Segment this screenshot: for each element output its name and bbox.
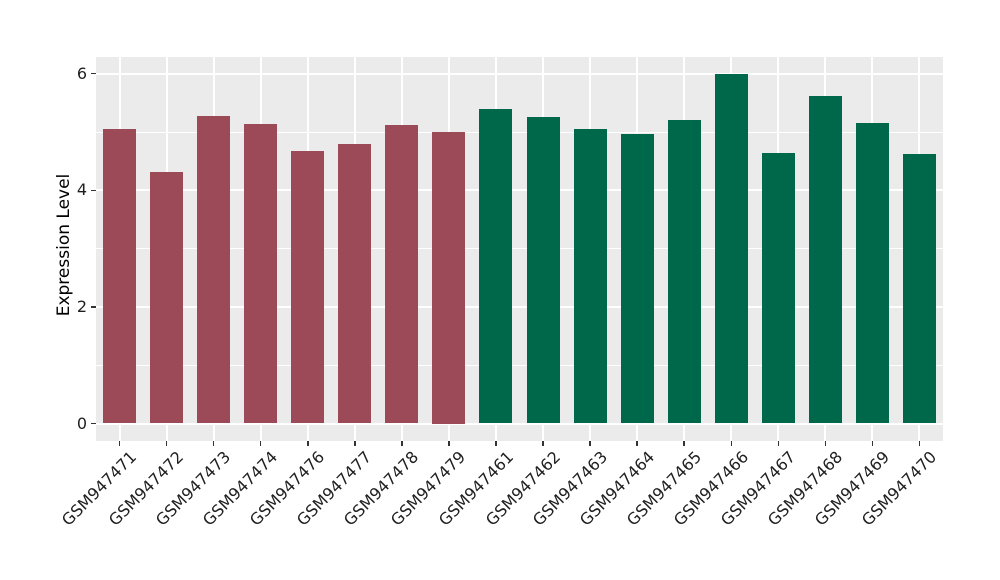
bar-GSM947465	[667, 120, 701, 424]
bar-GSM947471	[103, 129, 137, 424]
y-tick-label-0: 0	[76, 413, 87, 433]
x-tick-mark-GSM947473	[212, 441, 215, 446]
bar-GSM947461	[479, 109, 513, 424]
bar-GSM947473	[197, 116, 231, 424]
bar-GSM947477	[338, 144, 372, 424]
plot-panel	[96, 57, 943, 441]
gridline-minor-y5	[96, 131, 943, 133]
gridline-major-y0	[96, 422, 943, 425]
gridline-major-y2	[96, 305, 943, 308]
y-tick-label-2: 2	[76, 296, 87, 316]
gridline-minor-y1	[96, 364, 943, 366]
x-tick-mark-GSM947466	[730, 441, 732, 446]
x-tick-mark-GSM947476	[307, 441, 309, 446]
bar-GSM947467	[761, 152, 795, 424]
x-tick-mark-GSM947478	[401, 441, 403, 446]
y-axis-title: Expression Level	[54, 173, 74, 317]
y-tick-label-4: 4	[76, 180, 87, 200]
x-tick-mark-GSM947469	[871, 441, 874, 446]
y-tick-mark-6	[91, 72, 96, 75]
bar-GSM947479	[432, 132, 466, 424]
y-tick-label-6: 6	[76, 63, 87, 83]
bar-GSM947468	[808, 95, 842, 424]
bar-GSM947463	[573, 128, 607, 424]
x-tick-mark-GSM947465	[683, 441, 685, 446]
x-tick-mark-GSM947479	[448, 441, 450, 446]
bar-GSM947462	[526, 116, 560, 424]
gridline-major-y4	[96, 189, 943, 192]
bar-GSM947476	[291, 150, 325, 424]
gridline-major-y6	[96, 72, 943, 75]
bar-GSM947474	[244, 123, 278, 424]
x-tick-mark-GSM947477	[354, 441, 356, 446]
x-tick-mark-GSM947468	[824, 441, 827, 446]
x-tick-mark-GSM947463	[589, 441, 591, 446]
x-tick-mark-GSM947470	[918, 441, 921, 446]
x-tick-mark-GSM947474	[259, 441, 262, 446]
x-tick-mark-GSM947467	[777, 441, 780, 446]
x-tick-mark-GSM947471	[118, 441, 121, 446]
x-tick-mark-GSM947464	[636, 441, 638, 446]
y-tick-mark-4	[91, 189, 96, 192]
x-tick-mark-GSM947462	[542, 441, 544, 446]
bar-GSM947478	[385, 125, 419, 424]
x-tick-mark-GSM947472	[165, 441, 168, 446]
bar-GSM947472	[150, 172, 184, 424]
bar-GSM947470	[902, 153, 936, 424]
y-tick-mark-2	[91, 306, 96, 308]
bar-GSM947466	[714, 74, 748, 424]
y-tick-mark-0	[91, 422, 96, 425]
bar-GSM947469	[855, 123, 889, 424]
bar-GSM947464	[620, 133, 654, 424]
x-tick-mark-GSM947461	[495, 441, 497, 446]
gridline-minor-y3	[96, 248, 943, 250]
